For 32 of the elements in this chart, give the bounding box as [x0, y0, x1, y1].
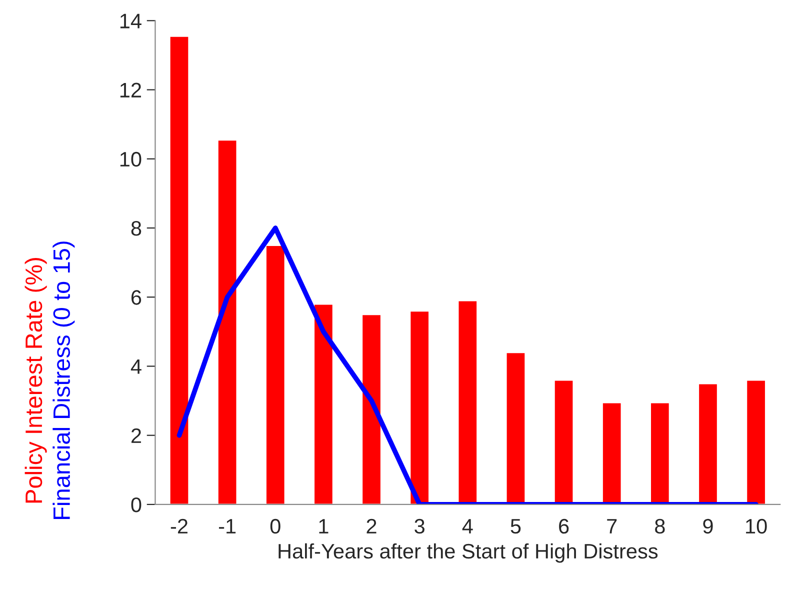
y-tick-label: 4	[130, 359, 142, 374]
text: Policy Interest Rate (%)	[24, 258, 47, 503]
y-tick-label: 10	[120, 152, 142, 167]
x-tick-label: 1	[319, 519, 328, 534]
bar	[409, 310, 430, 504]
x-axis-title: Half-Years after the Start of High Distress	[278, 543, 658, 563]
x-tick-label: 3	[414, 518, 424, 534]
bar	[217, 139, 238, 504]
x-tick-label: 2	[366, 518, 376, 534]
x-tick-label: 0	[270, 518, 280, 534]
y-tick-label: 2	[131, 428, 141, 443]
bar	[361, 314, 382, 504]
line-series	[176, 226, 758, 504]
y-tick-label: 6	[132, 290, 142, 305]
bar	[746, 379, 766, 504]
y-tick-label: 0	[131, 497, 142, 512]
x-tick-label: 5	[510, 519, 521, 534]
x-tick-label: 8	[655, 518, 665, 534]
text: Financial Distress (0 to 15)	[52, 242, 75, 520]
x-tick-label: 9	[703, 518, 713, 534]
x-tick-label: 7	[607, 519, 617, 534]
bar	[265, 244, 286, 504]
y-tick-label: 14	[120, 14, 142, 28]
bar	[168, 36, 190, 504]
x-tick-label: 6	[559, 518, 569, 534]
bar	[313, 303, 334, 504]
x-tick-label: -1	[218, 519, 236, 534]
x-tick-label: 10	[746, 518, 767, 534]
y-tick-label: 12	[120, 82, 141, 98]
x-tick-label: 4	[462, 519, 473, 534]
x-tick-label: -2	[170, 518, 188, 534]
y-tick-label: 8	[131, 220, 142, 236]
